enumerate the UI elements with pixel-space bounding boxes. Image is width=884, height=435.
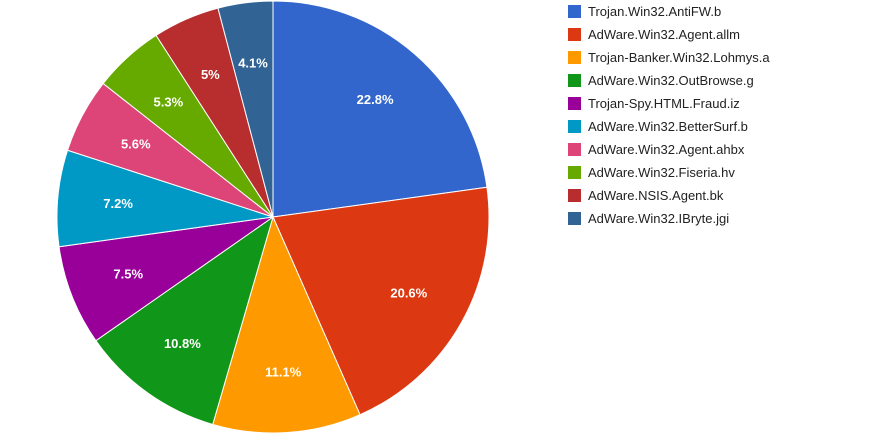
pie-slice-labels: 22.8% 20.6% 11.1% 10.8% 7.5% 7.2% 5.6% 5.3% 5% 4.… [103,55,427,379]
legend-swatch [568,120,581,133]
legend-item-adware-win32-agent-ahbx[interactable]: AdWare.Win32.Agent.ahbx [568,138,878,161]
pie-slice-adware-win32-agent-allm[interactable] [272,186,490,416]
legend-swatch [568,189,581,202]
legend-item-trojan-banker-win32-lohmys-a[interactable]: Trojan-Banker.Win32.Lohmys.a [568,46,878,69]
pie-slice-adware-win32-outbrowse-g[interactable] [95,215,274,426]
legend-item-adware-win32-fiseria-hv[interactable]: AdWare.Win32.Fiseria.hv [568,161,878,184]
slice-label-adware-win32-outbrowse-g: 10.8% [164,336,201,351]
legend-swatch [568,166,581,179]
legend-item-adware-win32-bettersurf-b[interactable]: AdWare.Win32.BetterSurf.b [568,115,878,138]
slice-label-adware-nsis-agent-bk: 5% [201,67,220,82]
legend-label: AdWare.Win32.Agent.allm [588,27,740,42]
chart-legend: Trojan.Win32.AntiFW.b AdWare.Win32.Agent.… [568,0,878,230]
pie-slices [56,0,490,434]
legend-label: AdWare.Win32.IBryte.jgi [588,211,730,226]
slice-label-adware-win32-fiseria-hv: 5.3% [154,94,184,109]
legend-label: Trojan.Win32.AntiFW.b [588,4,722,19]
slice-label-adware-win32-ibryte-jgi: 4.1% [238,55,268,70]
legend-item-adware-nsis-agent-bk[interactable]: AdWare.NSIS.Agent.bk [568,184,878,207]
slice-label-trojan-win32-antifw-b: 22.8% [357,92,394,107]
legend-swatch [568,212,581,225]
legend-label: AdWare.NSIS.Agent.bk [588,188,724,203]
legend-item-adware-win32-outbrowse-g[interactable]: AdWare.Win32.OutBrowse.g [568,69,878,92]
legend-item-trojan-spy-html-fraud-iz[interactable]: Trojan-Spy.HTML.Fraud.iz [568,92,878,115]
legend-swatch [568,5,581,18]
slice-label-adware-win32-bettersurf-b: 7.2% [103,196,133,211]
legend-swatch [568,28,581,41]
pie-slice-trojan-banker-win32-lohmys-a[interactable] [212,215,361,434]
legend-item-adware-win32-ibryte-jgi[interactable]: AdWare.Win32.IBryte.jgi [568,207,878,230]
pie-slice-trojan-spy-html-fraud-iz[interactable] [58,216,274,342]
legend-label: AdWare.Win32.Fiseria.hv [588,165,735,180]
legend-item-trojan-win32-antifw-b[interactable]: Trojan.Win32.AntiFW.b [568,0,878,23]
pie-slice-trojan-win32-antifw-b[interactable] [272,0,488,218]
legend-swatch [568,143,581,156]
legend-label: Trojan-Banker.Win32.Lohmys.a [588,50,770,65]
legend-swatch [568,97,581,110]
slice-label-trojan-spy-html-fraud-iz: 7.5% [113,266,143,281]
legend-swatch [568,51,581,64]
pie-slice-adware-win32-ibryte-jgi[interactable] [217,0,274,218]
slice-label-adware-win32-agent-allm: 20.6% [390,285,427,300]
legend-swatch [568,74,581,87]
slice-label-trojan-banker-win32-lohmys-a: 11.1% [265,365,302,380]
slice-label-adware-win32-agent-ahbx: 5.6% [121,136,151,151]
legend-label: AdWare.Win32.Agent.ahbx [588,142,745,157]
legend-item-adware-win32-agent-allm[interactable]: AdWare.Win32.Agent.allm [568,23,878,46]
legend-label: Trojan-Spy.HTML.Fraud.iz [588,96,740,111]
legend-label: AdWare.Win32.OutBrowse.g [588,73,754,88]
legend-label: AdWare.Win32.BetterSurf.b [588,119,748,134]
